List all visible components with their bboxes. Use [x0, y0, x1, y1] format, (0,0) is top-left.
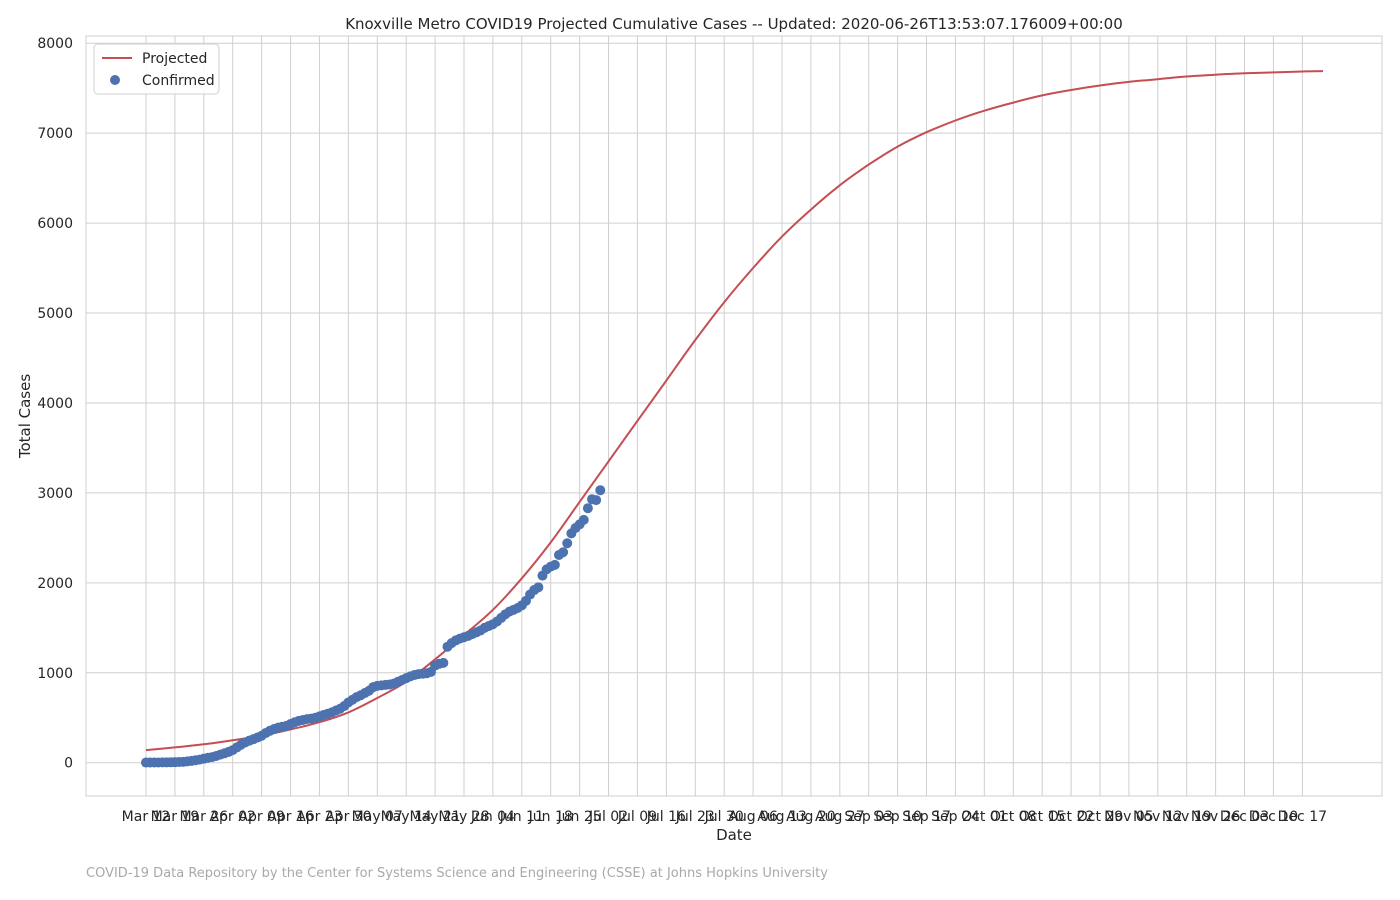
x-tick-label: Aug 27: [815, 809, 865, 825]
x-tick-label: Aug 20: [786, 809, 836, 825]
x-tick-label: Dec 03: [1220, 809, 1269, 825]
x-tick-label: Oct 15: [1019, 809, 1065, 825]
x-tick-label: Jun 11: [499, 809, 544, 825]
x-tick-label: Jun 18: [528, 809, 573, 825]
x-tick-label: Nov 19: [1162, 809, 1212, 825]
x-tick-label: Apr 02: [209, 809, 255, 825]
x-tick-label: Sep 17: [902, 809, 951, 825]
confirmed-point: [438, 657, 449, 668]
x-tick-label: Oct 29: [1077, 809, 1123, 825]
x-tick-label: Apr 09: [238, 809, 284, 825]
x-tick-label: May 28: [438, 809, 489, 825]
x-tick-label: Dec 10: [1249, 809, 1298, 825]
x-tick-label: Mar 12: [122, 809, 171, 825]
x-tick-label: Nov 05: [1104, 809, 1154, 825]
x-tick-label: Jul 23: [675, 809, 715, 825]
x-tick-label: May 14: [381, 809, 432, 825]
y-tick-label: 6000: [37, 216, 73, 232]
projected-line: [145, 70, 1324, 752]
confirmed-point: [591, 495, 602, 506]
confirmed-point: [549, 559, 560, 570]
x-tick-label: Apr 30: [325, 809, 371, 825]
x-tick-label: Oct 22: [1048, 809, 1094, 825]
x-tick-label: Jun 25: [557, 809, 602, 825]
y-tick-label: 8000: [37, 36, 73, 52]
y-tick-label: 7000: [37, 126, 73, 142]
x-tick-label: Jul 02: [588, 809, 628, 825]
y-tick-label: 5000: [37, 306, 73, 322]
y-tick-label: 1000: [37, 666, 73, 682]
x-tick-label: Sep 10: [873, 809, 922, 825]
confirmed-point: [562, 538, 573, 549]
x-tick-label: Aug 13: [757, 809, 807, 825]
x-tick-label: Jul 16: [646, 809, 686, 825]
y-tick-label: 2000: [37, 576, 73, 592]
x-axis-label: Date: [716, 826, 752, 844]
y-tick-label: 0: [64, 756, 73, 772]
y-axis-ticks: 0 1000 2000 3000 4000 5000 6000 7000 8000: [37, 36, 73, 772]
grid: [86, 36, 1382, 796]
plot-frame: [85, 35, 1383, 797]
x-tick-label: Jun 04: [470, 809, 515, 825]
x-tick-label: Sep 03: [844, 809, 893, 825]
legend-confirmed-label: Confirmed: [142, 73, 215, 89]
x-tick-label: Nov 12: [1133, 809, 1183, 825]
x-tick-label: Jul 30: [704, 809, 744, 825]
y-tick-label: 4000: [37, 396, 73, 412]
legend-projected-label: Projected: [142, 51, 207, 67]
y-tick-label: 3000: [37, 486, 73, 502]
chart-title: Knoxville Metro COVID19 Projected Cumula…: [345, 15, 1123, 33]
confirmed-point: [578, 514, 589, 525]
x-tick-label: Apr 23: [296, 809, 342, 825]
series: [141, 70, 1324, 768]
x-tick-label: Oct 08: [990, 809, 1036, 825]
x-tick-label: Nov 26: [1191, 809, 1241, 825]
x-tick-label: Oct 01: [961, 809, 1007, 825]
confirmed-point: [558, 547, 569, 558]
x-tick-label: Mar 19: [151, 809, 200, 825]
confirmed-point: [595, 485, 606, 496]
x-tick-label: Apr 16: [267, 809, 314, 825]
x-tick-label: Mar 26: [179, 809, 228, 825]
x-tick-label: May 21: [409, 809, 460, 825]
x-tick-label: Dec 17: [1278, 809, 1327, 825]
legend-box: [93, 43, 220, 95]
x-tick-label: Aug 06: [728, 809, 778, 825]
legend-confirmed-swatch: [110, 75, 120, 85]
y-axis-label: Total Cases: [16, 374, 34, 460]
source-caption: COVID-19 Data Repository by the Center f…: [86, 866, 828, 881]
confirmed-point: [582, 503, 593, 514]
legend: Projected Confirmed: [93, 43, 220, 95]
x-tick-label: Jul 09: [617, 809, 657, 825]
x-tick-label: Sep 24: [931, 809, 980, 825]
x-tick-label: May 07: [352, 809, 403, 825]
confirmed-point: [533, 582, 544, 593]
